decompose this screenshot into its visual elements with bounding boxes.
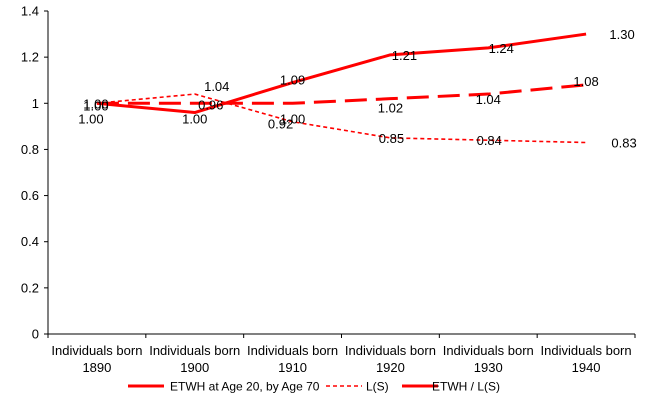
data-label: 0.83: [611, 136, 636, 151]
data-label: 1.09: [280, 73, 305, 88]
legend-label: ETWH at Age 20, by Age 70: [170, 380, 320, 394]
x-tick-label: Individuals born 1920: [345, 343, 436, 375]
legend-item-2: ETWH / L(S): [402, 380, 500, 394]
data-label: 1.30: [609, 27, 634, 42]
data-label: 1.00: [83, 96, 108, 111]
x-tick-label: Individuals born 1930: [443, 343, 534, 375]
legend: ETWH at Age 20, by Age 70 L(S) ETWH / L(S): [128, 380, 500, 394]
data-label: 1.08: [573, 74, 598, 89]
x-tick-label: Individuals born 1910: [247, 343, 338, 375]
data-label: 1.02: [378, 101, 403, 116]
data-label: 1.24: [489, 41, 514, 56]
data-label: 1.00: [280, 111, 305, 126]
y-tick-label: 0.6: [21, 188, 39, 203]
legend-item-0: ETWH at Age 20, by Age 70: [128, 380, 320, 394]
data-labels: 1.00 1.00 1.001.021.041.081.001.040.920.85…: [78, 27, 636, 150]
data-label: 1.21: [392, 48, 417, 63]
legend-item-1: L(S): [326, 380, 389, 394]
data-label: 1.00: [83, 98, 108, 113]
series-line-1: [96, 93, 587, 144]
y-tick-label: 1: [32, 96, 39, 111]
data-label: 1.00: [78, 111, 103, 126]
series-line-0: [96, 83, 587, 105]
axes: 0 0.2 0.4 0.6 0.8 1 1.2 1.4 Individuals born 1890…: [21, 4, 636, 375]
y-tick-label: 1.4: [21, 4, 39, 19]
data-label: 0.96: [198, 98, 223, 113]
data-label: 0.92: [268, 117, 293, 132]
data-label: 1.04: [204, 79, 229, 94]
legend-label: L(S): [366, 380, 389, 394]
y-tick-label: 0.4: [21, 234, 39, 249]
data-label: 0.84: [477, 133, 502, 148]
y-tick-label: 0.2: [21, 280, 39, 295]
series-line-2: [96, 32, 587, 115]
data-label: 1.04: [476, 92, 501, 107]
x-tick-label: Individuals born 1890: [51, 343, 142, 375]
y-tick-label: 0: [32, 327, 39, 342]
y-tick-label: 0.8: [21, 142, 39, 157]
legend-label: ETWH / L(S): [432, 380, 500, 394]
data-label: 0.85: [379, 131, 404, 146]
data-label: 1.00: [182, 111, 207, 126]
x-tick-label: Individuals born 1940: [541, 343, 632, 375]
x-tick-label: Individuals born 1900: [149, 343, 240, 375]
y-tick-label: 1.2: [21, 50, 39, 65]
series-lines: [96, 32, 587, 144]
